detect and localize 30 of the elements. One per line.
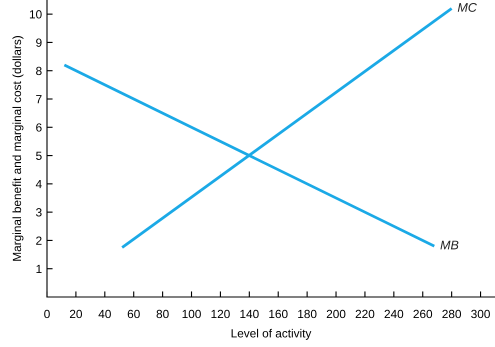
y-tick-label: 6 (36, 123, 42, 132)
series-label: MB (440, 240, 458, 250)
y-tick-label: 1 (36, 264, 42, 273)
x-tick-label: 140 (240, 310, 259, 318)
x-tick-label: 220 (356, 310, 374, 318)
y-axis-title: Marginal benefit and marginal cost (dollars) (12, 36, 24, 261)
x-tick-label: 200 (326, 310, 346, 318)
x-tick-label: 80 (156, 310, 169, 318)
y-tick-label: 8 (36, 66, 42, 76)
y-tick-label: 10 (30, 10, 42, 19)
y-tick-label: 4 (36, 180, 42, 188)
y-tick-label: 9 (36, 38, 42, 47)
x-tick-label: 260 (413, 310, 432, 318)
x-tick-label: 40 (98, 310, 111, 318)
x-axis-title: Level of activity (232, 328, 312, 340)
x-tick-label: 160 (269, 310, 288, 318)
y-tick-label: 3 (36, 208, 42, 217)
x-tick-label: 240 (384, 310, 404, 318)
y-tick-label: 5 (36, 152, 42, 160)
x-tick-label: 20 (70, 310, 82, 318)
x-tick-label: 280 (442, 310, 462, 318)
y-tick-label: 7 (36, 95, 42, 104)
x-tick-label: 300 (471, 310, 490, 318)
y-tick-label: 2 (36, 236, 42, 245)
x-tick-label: 60 (128, 310, 140, 318)
x-tick-label: 180 (298, 310, 317, 318)
series-label: MC (458, 2, 477, 12)
x-tick-label: 120 (211, 310, 230, 318)
x-tick-label: 0 (44, 310, 50, 318)
x-tick-label: 100 (182, 310, 201, 318)
